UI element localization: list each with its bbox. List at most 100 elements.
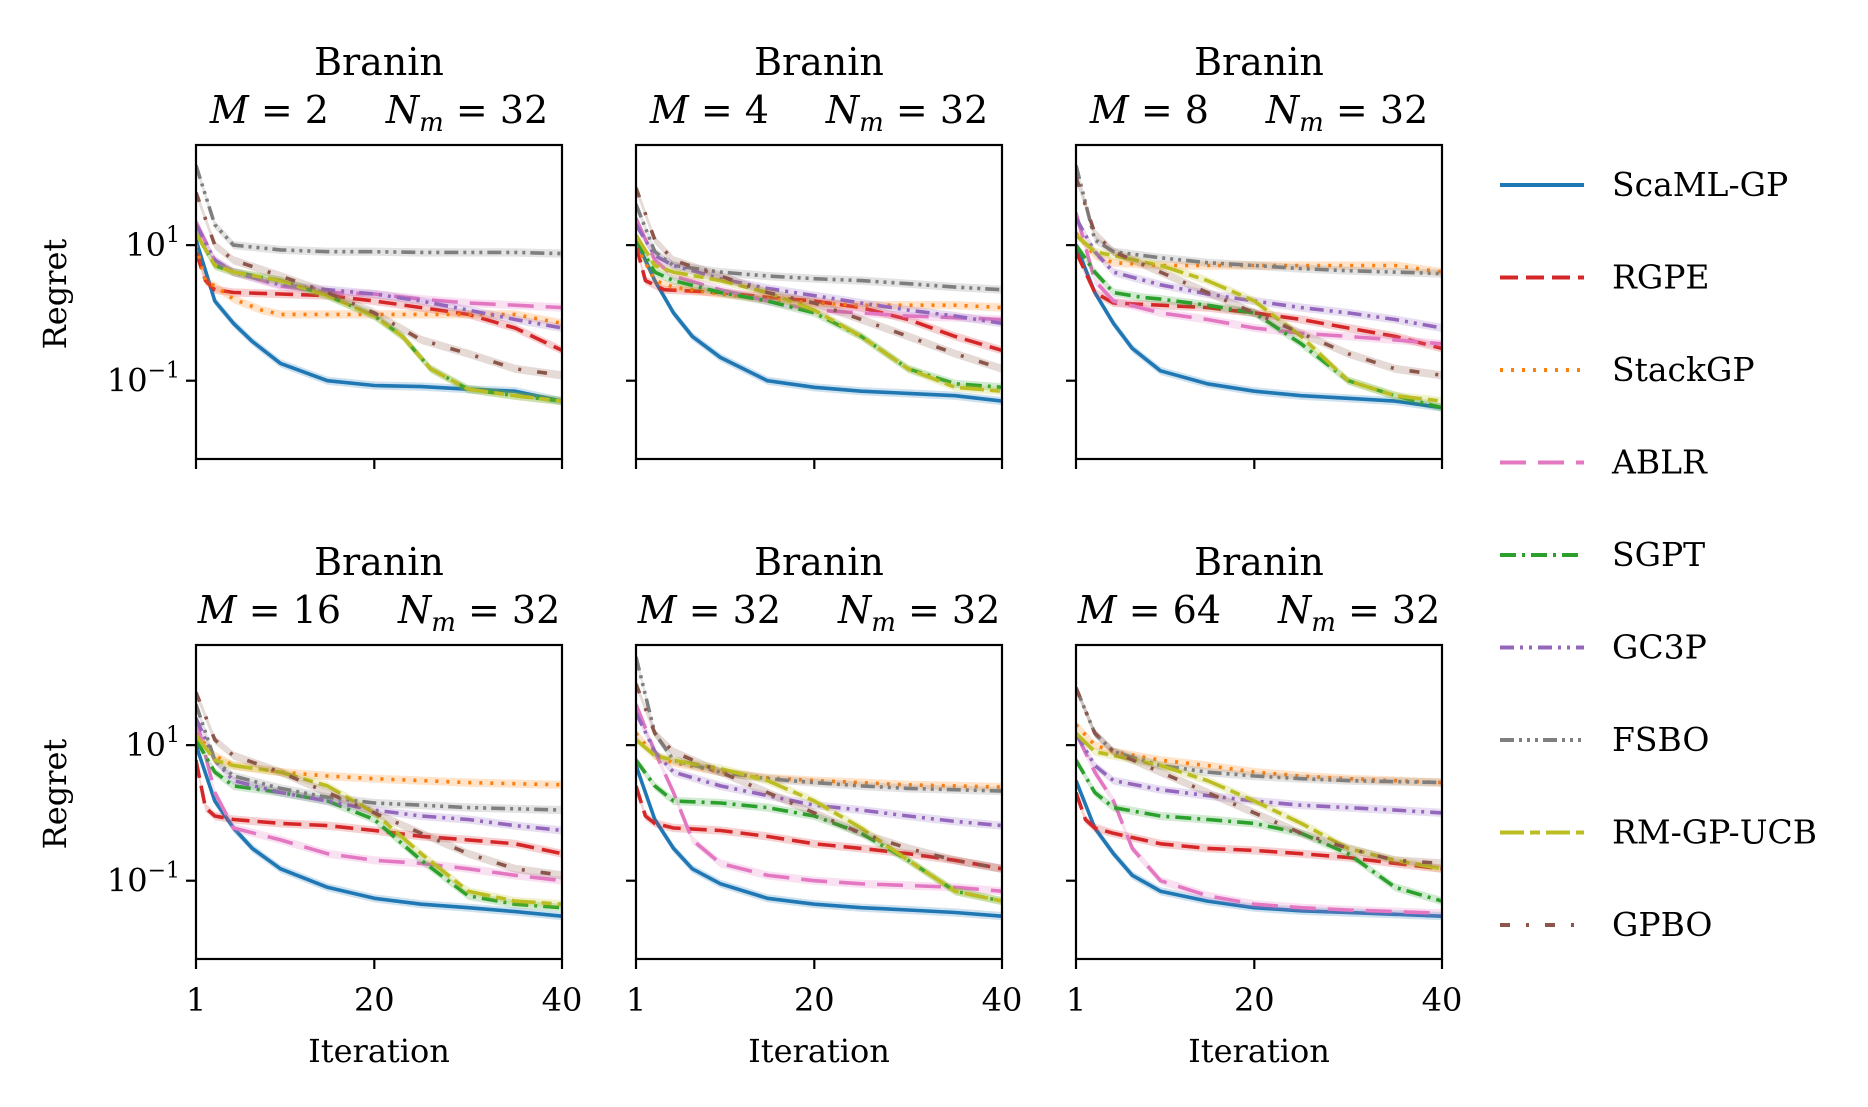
series-line-gc3p — [1076, 732, 1442, 815]
series-line-stackgp — [1076, 723, 1442, 785]
band-gpbo — [636, 183, 1002, 373]
legend-label: ScaML-GP — [1612, 165, 1788, 204]
legend-label: RGPE — [1612, 258, 1710, 297]
x-axis-label: Iteration — [1188, 1032, 1330, 1070]
series-line-rm-gp-ucb — [636, 234, 1002, 393]
band-rgpe — [636, 241, 1002, 355]
band-scaml-gp — [196, 235, 562, 406]
series-line-stackgp — [196, 732, 562, 787]
series-line-gc3p — [636, 712, 1002, 828]
series-line-stackgp — [636, 732, 1002, 789]
series-line-gpbo — [196, 191, 562, 378]
x-tick-label: 40 — [1422, 981, 1463, 1019]
series-line-rgpe — [196, 759, 562, 856]
series-line-rm-gp-ucb — [1076, 731, 1442, 871]
band-scaml-gp — [196, 741, 562, 921]
series-line-sgpt — [1076, 244, 1442, 410]
series-line-fsbo — [196, 164, 562, 256]
subplot-title: Branin — [314, 40, 444, 84]
y-axis-label: Regret — [36, 239, 74, 350]
series-line-ablr — [196, 717, 562, 883]
subplot-subtitle: M = 4 Nm = 32 — [649, 88, 988, 138]
band-stackgp — [636, 241, 1002, 312]
plot-frame — [1074, 643, 1444, 961]
y-tick-label: 10−1 — [107, 859, 180, 900]
band-sgpt — [636, 756, 1002, 906]
band-rgpe — [1076, 247, 1442, 353]
plot-frame — [194, 643, 564, 961]
series-line-ablr — [1076, 212, 1442, 346]
plot-frame — [634, 143, 1004, 461]
subplot-subtitle: M = 64 Nm = 32 — [1077, 588, 1441, 638]
subplot-title: Branin — [314, 540, 444, 584]
legend-label: FSBO — [1612, 720, 1709, 759]
series-line-sgpt — [636, 238, 1002, 390]
series-line-rm-gp-ucb — [1076, 233, 1442, 403]
series-line-sgpt — [636, 759, 1002, 903]
subplot-subtitle: M = 16 Nm = 32 — [197, 588, 561, 638]
legend-label: StackGP — [1612, 350, 1755, 389]
band-fsbo — [196, 161, 562, 258]
x-tick-label: 20 — [1234, 981, 1275, 1019]
legend: ScaML-GP RGPE StackGP ABLR SGPT GC3P FSBO RM-GP… — [1500, 165, 1817, 944]
band-gc3p — [1076, 729, 1442, 817]
series-line-stackgp — [196, 244, 562, 326]
plot-frame — [194, 143, 564, 461]
band-rm-gp-ucb — [1076, 729, 1442, 873]
legend-label: SGPT — [1612, 535, 1705, 574]
band-sgpt — [196, 735, 562, 912]
band-sgpt — [1076, 756, 1442, 906]
legend-label: GPBO — [1612, 905, 1712, 944]
y-tick-label: 101 — [125, 223, 180, 264]
subplot-subtitle: M = 8 Nm = 32 — [1089, 88, 1428, 138]
subplot-subtitle: M = 2 Nm = 32 — [209, 88, 548, 138]
x-tick-label: 20 — [354, 981, 395, 1019]
series-line-fsbo — [1076, 687, 1442, 785]
x-tick-label: 1 — [626, 981, 646, 1019]
series-line-rm-gp-ucb — [196, 734, 562, 906]
subplot-title: Branin — [754, 40, 884, 84]
series-line-gpbo — [636, 683, 1002, 871]
x-tick-label: 1 — [1066, 981, 1086, 1019]
legend-label: GC3P — [1612, 628, 1707, 667]
subplot-subtitle: M = 32 Nm = 32 — [637, 588, 1001, 638]
series-line-scaml-gp — [1076, 779, 1442, 918]
band-scaml-gp — [1076, 241, 1442, 412]
band-sgpt — [1076, 241, 1442, 412]
band-sgpt — [196, 229, 562, 406]
series-line-sgpt — [196, 738, 562, 910]
y-tick-label: 101 — [125, 723, 180, 764]
series-line-scaml-gp — [1076, 244, 1442, 410]
x-tick-label: 20 — [794, 981, 835, 1019]
band-gpbo — [196, 188, 562, 380]
band-rm-gp-ucb — [196, 229, 562, 406]
plot-frame — [1074, 143, 1444, 461]
x-tick-label: 1 — [186, 981, 206, 1019]
legend-label: ABLR — [1611, 443, 1708, 482]
x-tick-label: 40 — [542, 981, 583, 1019]
series-line-rgpe — [1076, 791, 1442, 871]
band-fsbo — [636, 200, 1002, 294]
band-gc3p — [196, 220, 562, 333]
series-line-scaml-gp — [636, 239, 1002, 403]
series-line-ablr — [636, 703, 1002, 893]
series-line-rgpe — [636, 785, 1002, 871]
band-gc3p — [196, 714, 562, 835]
series-line-gpbo — [636, 187, 1002, 371]
series-line-sgpt — [1076, 759, 1442, 903]
x-axis-label: Iteration — [308, 1032, 450, 1070]
x-axis-label: Iteration — [748, 1032, 890, 1070]
subplot-title: Branin — [754, 540, 884, 584]
y-axis-label: Regret — [36, 739, 74, 850]
legend-label: RM-GP-UCB — [1612, 813, 1817, 852]
series-line-scaml-gp — [196, 744, 562, 918]
series-line-scaml-gp — [636, 764, 1002, 918]
subplot-title: Branin — [1194, 40, 1324, 84]
series-line-rm-gp-ucb — [636, 738, 1002, 903]
band-stackgp — [196, 241, 562, 328]
